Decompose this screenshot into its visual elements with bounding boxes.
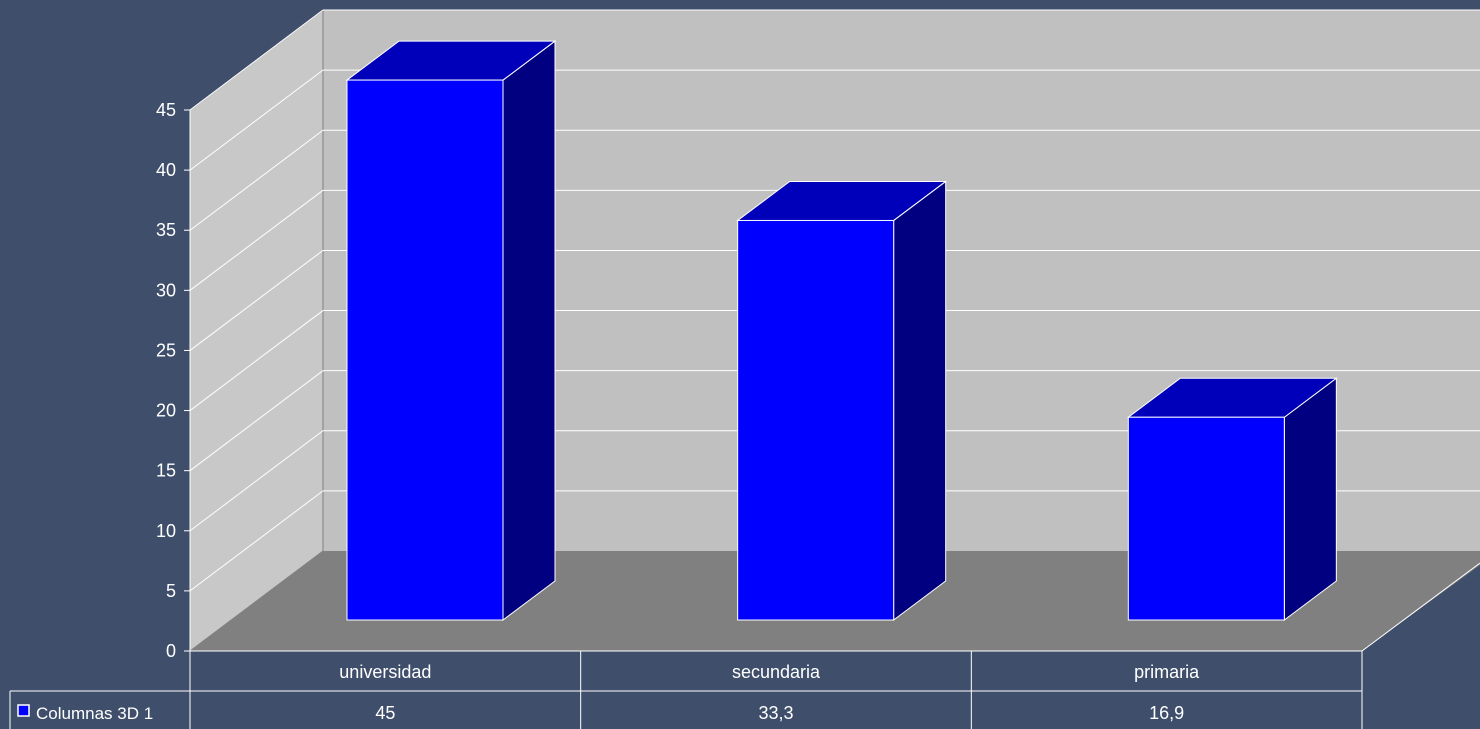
bar-primaria	[1126, 377, 1338, 621]
y-tick-label: 25	[156, 340, 176, 360]
bar-universidad	[345, 40, 557, 621]
side-gridline	[189, 69, 324, 171]
data-label: 45	[375, 703, 395, 723]
bar-secundaria	[736, 180, 948, 621]
legend-label: Columnas 3D 1	[36, 704, 153, 723]
data-label: 16,9	[1149, 703, 1184, 723]
y-tick-label: 45	[156, 100, 176, 120]
bar	[737, 219, 895, 621]
y-tick-label: 20	[156, 401, 176, 421]
side-gridline	[189, 129, 324, 231]
side-gridline	[189, 189, 324, 291]
data-table: universidad 45 secundaria 33,3 primaria 16,9 C…	[9, 651, 1363, 729]
y-axis: 0 5 10 15 20 25 30 35 40 45	[156, 100, 191, 661]
category-label: secundaria	[732, 662, 821, 682]
legend-swatch	[17, 704, 30, 717]
side-wall	[189, 8, 324, 653]
y-tick-label: 5	[166, 581, 176, 601]
side-gridline	[189, 370, 324, 472]
bar	[1127, 416, 1285, 621]
category-label: primaria	[1134, 662, 1200, 682]
y-tick-label: 15	[156, 461, 176, 481]
side-gridline	[189, 250, 324, 351]
bar-side	[893, 180, 947, 621]
y-tick-label: 10	[156, 521, 176, 541]
bar-side	[502, 40, 556, 621]
side-gridline	[189, 430, 324, 532]
category-label: universidad	[339, 662, 431, 682]
y-tick-label: 35	[156, 220, 176, 240]
y-tick-label: 40	[156, 160, 176, 180]
bar	[346, 79, 504, 621]
side-gridline	[189, 9, 324, 111]
side-gridline	[189, 490, 324, 592]
y-tick-label: 30	[156, 280, 176, 300]
bar-side	[1283, 377, 1337, 621]
side-gridline	[189, 310, 324, 411]
bars	[345, 40, 1338, 621]
data-label: 33,3	[758, 703, 793, 723]
y-tick-label: 0	[166, 641, 176, 661]
